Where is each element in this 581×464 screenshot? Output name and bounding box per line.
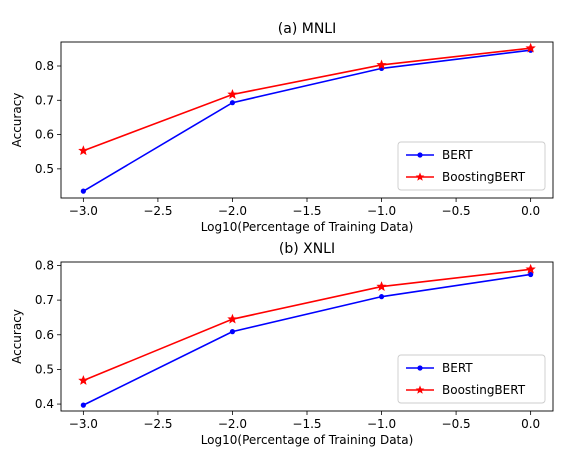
legend-box	[397, 141, 546, 191]
chart-title: (b) XNLI	[279, 241, 335, 257]
legend-box	[397, 354, 546, 404]
legend-label: BERT	[442, 361, 473, 375]
x-tick-label: −0.5	[442, 204, 471, 218]
legend-label: BoostingBERT	[442, 383, 526, 397]
chart-title: (a) MNLI	[278, 21, 336, 37]
data-point	[229, 100, 236, 106]
x-tick-label: −1.5	[292, 417, 321, 431]
data-point	[378, 294, 385, 300]
plot-frame	[60, 261, 554, 412]
y-tick-label: 0.5	[35, 362, 54, 376]
data-point	[376, 281, 387, 291]
series-line	[83, 47, 531, 152]
y-axis-label: Accuracy	[10, 93, 24, 148]
x-tick-label: −0.5	[442, 417, 471, 431]
data-point	[376, 59, 387, 70]
y-axis-label: Accuracy	[10, 309, 24, 364]
x-tick-label: 0.0	[521, 417, 540, 431]
x-tick-label: 0.0	[521, 204, 540, 218]
data-point	[227, 313, 238, 324]
series-line	[83, 273, 531, 406]
x-tick-label: −2.5	[143, 417, 172, 431]
x-tick-label: −3.0	[69, 417, 98, 431]
data-point	[78, 375, 89, 385]
x-tick-label: −1.0	[367, 204, 396, 218]
legend-label: BoostingBERT	[442, 170, 526, 184]
legend: BERT BoostingBERT	[397, 354, 546, 404]
series-1	[80, 47, 534, 194]
x-axis-label: Log10(Percentage of Training Data)	[201, 433, 414, 447]
y-tick-label: 0.7	[35, 93, 54, 107]
x-tick-label: −2.5	[143, 204, 172, 218]
series-line	[82, 49, 531, 192]
x-tick-label: −2.0	[218, 204, 247, 218]
data-point	[525, 42, 536, 53]
legend-marker	[415, 385, 425, 394]
data-point	[78, 145, 89, 156]
plot-frame	[60, 41, 554, 199]
y-tick-label: 0.4	[35, 397, 54, 411]
legend-marker	[417, 152, 423, 158]
x-tick-label: −1.5	[292, 204, 321, 218]
y-tick-label: 0.5	[35, 162, 54, 176]
series-2	[78, 263, 536, 385]
legend-label: BERT	[442, 148, 473, 162]
y-tick-label: 0.8	[35, 258, 54, 272]
y-tick-label: 0.7	[35, 293, 54, 307]
series-2	[78, 42, 536, 156]
data-point	[80, 188, 86, 194]
data-point	[525, 263, 536, 274]
y-tick-label: 0.6	[35, 128, 54, 142]
legend-marker	[417, 365, 423, 371]
series-line	[83, 268, 531, 382]
x-tick-label: −3.0	[69, 204, 98, 218]
x-tick-label: −2.0	[218, 417, 247, 431]
series-1	[80, 271, 534, 408]
data-point	[227, 89, 238, 99]
x-tick-label: −1.0	[367, 417, 396, 431]
y-tick-label: 0.6	[35, 328, 54, 342]
x-axis-label: Log10(Percentage of Training Data)	[201, 220, 414, 234]
chart-panel-2: (b) XNLI −3.0 −2.5 −2.0 −1.5 −1.0 −0.5 0.0 0.4 0.…	[10, 241, 554, 447]
chart-panel-1: (a) MNLI −3.0 −2.5 −2.0 −1.5 −1.0 −0.5 0.0 0.5 0.…	[10, 21, 554, 234]
y-tick-label: 0.8	[35, 59, 54, 73]
data-point	[229, 329, 236, 335]
legend-marker	[415, 172, 425, 181]
data-point	[528, 271, 534, 278]
legend: BERT BoostingBERT	[397, 141, 546, 191]
data-point	[80, 402, 86, 408]
